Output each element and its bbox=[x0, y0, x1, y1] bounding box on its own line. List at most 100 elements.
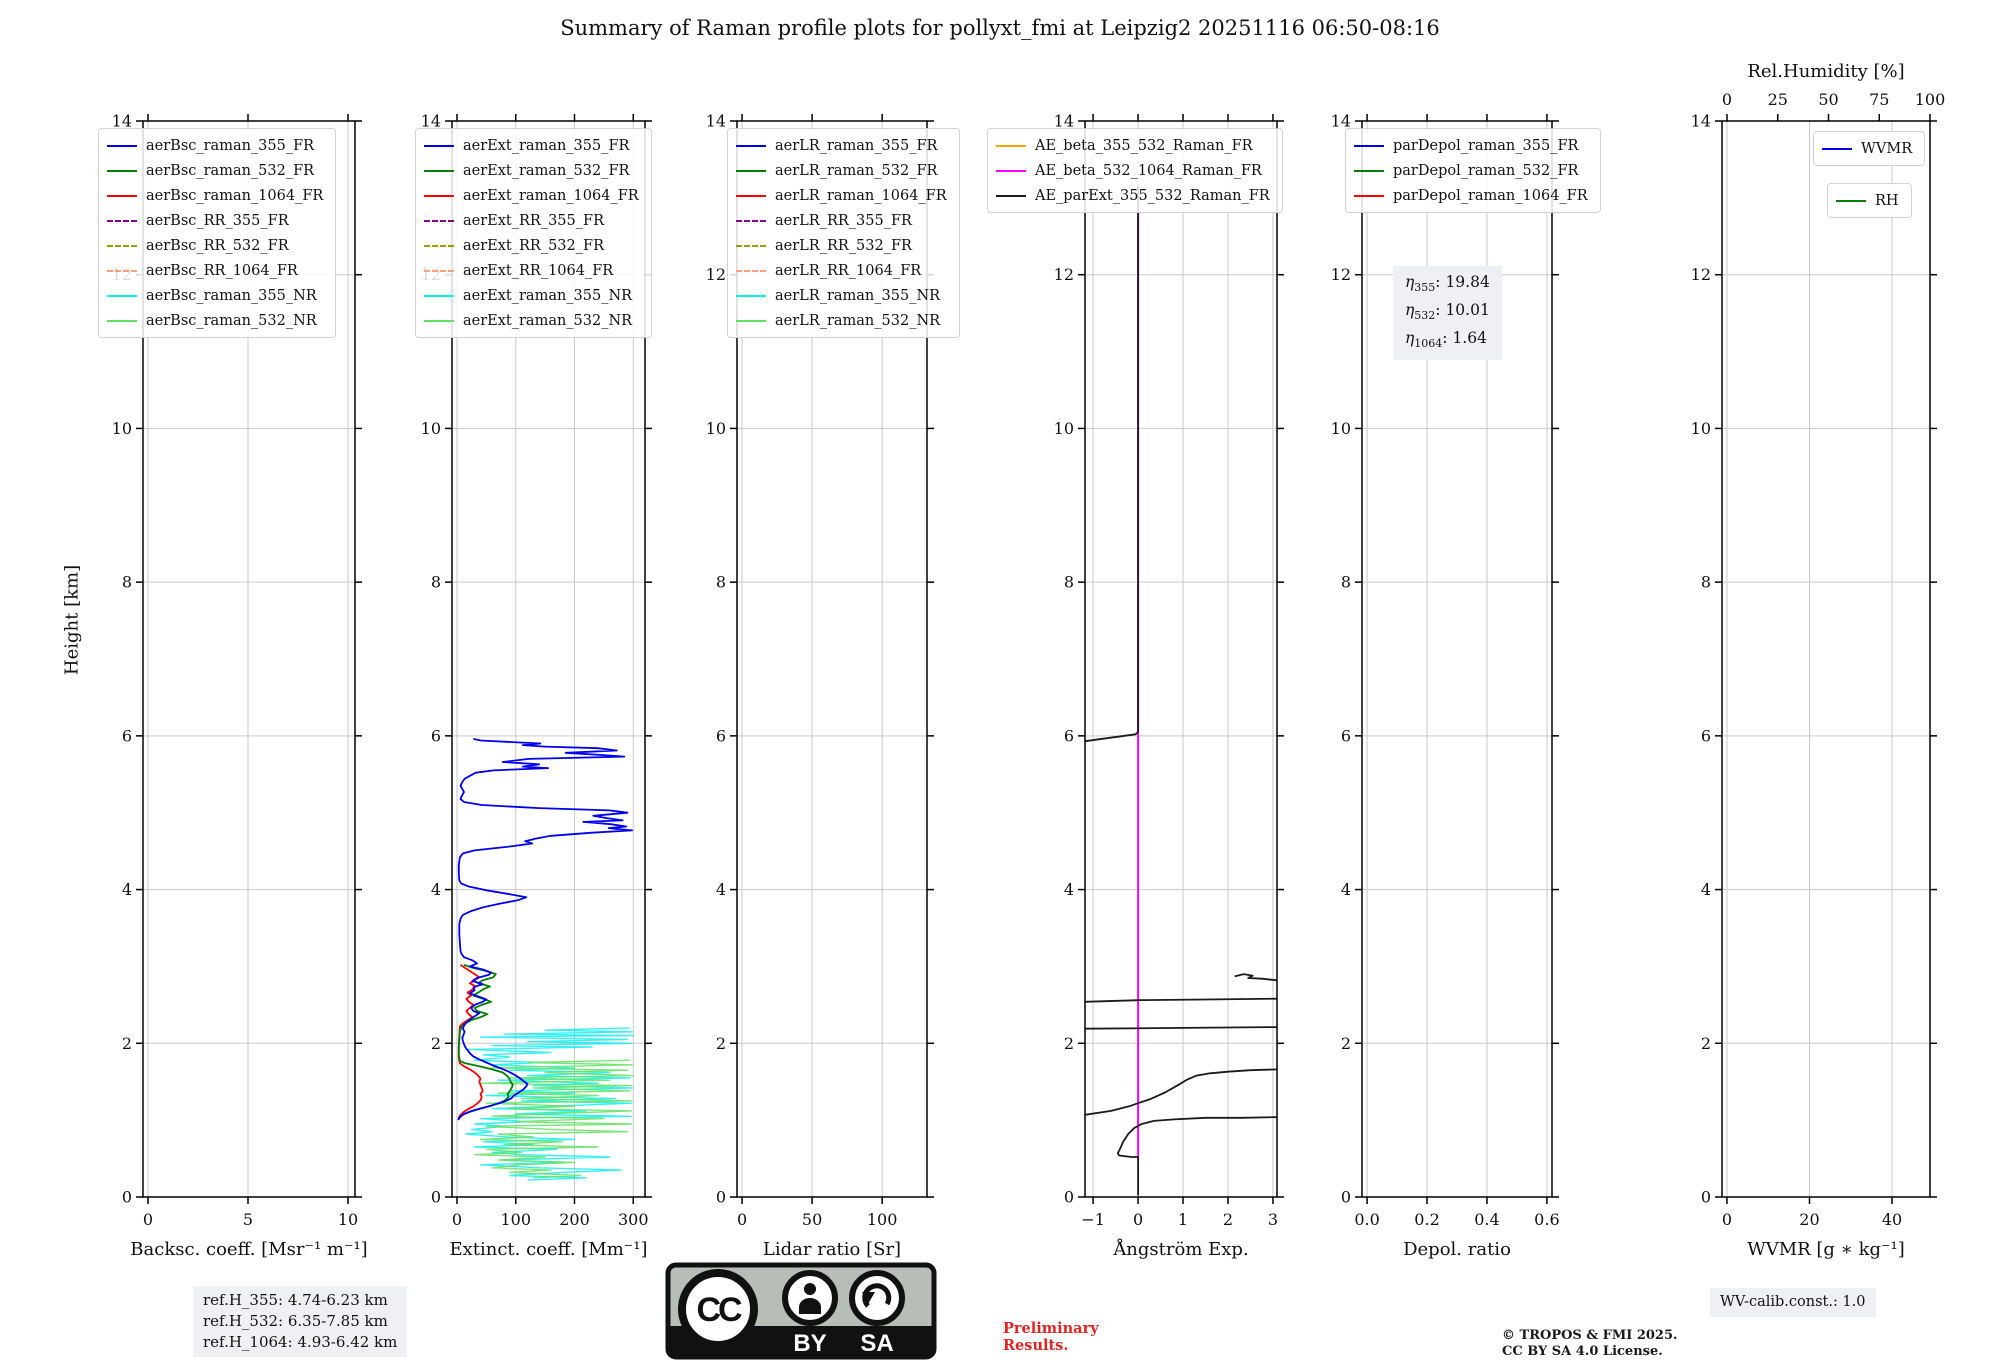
legend-line-sample bbox=[1836, 199, 1866, 202]
legend-item: aerLR_RR_355_FR bbox=[736, 208, 947, 233]
legend-label: aerExt_raman_1064_FR bbox=[463, 187, 639, 204]
series-aerExt_raman_355_FR bbox=[457, 738, 634, 1121]
legend-line-sample bbox=[424, 169, 454, 172]
legend-label: parDepol_raman_532_FR bbox=[1393, 162, 1579, 179]
svg-text:100: 100 bbox=[867, 1210, 898, 1229]
legend-item: AE_parExt_355_532_Raman_FR bbox=[996, 183, 1270, 208]
legend-label: AE_beta_355_532_Raman_FR bbox=[1035, 137, 1253, 154]
legend-line-sample bbox=[1822, 147, 1852, 150]
legend-line-sample bbox=[996, 144, 1026, 147]
legend-label: aerBsc_raman_1064_FR bbox=[146, 187, 324, 204]
plot-ext: 010020030002468101214Extinct. coeff. [Mm… bbox=[421, 112, 652, 1260]
svg-text:200: 200 bbox=[559, 1210, 590, 1229]
legend-item: aerLR_RR_532_FR bbox=[736, 233, 947, 258]
legend-item: parDepol_raman_532_FR bbox=[1354, 158, 1588, 183]
svg-text:10: 10 bbox=[1331, 419, 1351, 438]
svg-text:1: 1 bbox=[1178, 1210, 1188, 1229]
gridlines bbox=[1722, 120, 1930, 1198]
svg-text:2: 2 bbox=[1341, 1034, 1351, 1053]
svg-text:100: 100 bbox=[500, 1210, 531, 1229]
svg-text:0: 0 bbox=[1722, 90, 1732, 109]
svg-text:14: 14 bbox=[1331, 112, 1351, 131]
legend-item: aerBsc_raman_532_FR bbox=[107, 158, 323, 183]
legend-wvmr-2: RH bbox=[1827, 183, 1912, 218]
reference-heights-annotation: ref.H_355: 4.74-6.23 km ref.H_532: 6.35-… bbox=[193, 1286, 408, 1357]
svg-text:6: 6 bbox=[1701, 726, 1711, 745]
series-aerExt_raman_355_NR bbox=[465, 1027, 634, 1181]
legend-item: WVMR bbox=[1822, 136, 1912, 161]
axes-box bbox=[1361, 120, 1553, 1198]
x-axis-label-lr: Lidar ratio [Sr] bbox=[763, 1239, 901, 1260]
svg-text:14: 14 bbox=[1691, 112, 1711, 131]
axes-box bbox=[142, 120, 356, 1198]
legend-ae: AE_beta_355_532_Raman_FR AE_beta_532_1064… bbox=[987, 128, 1283, 213]
legend-item: aerBsc_RR_355_FR bbox=[107, 208, 323, 233]
preliminary-line2: Results. bbox=[1003, 1337, 1069, 1354]
legend-line-sample bbox=[107, 269, 137, 272]
legend-label: WVMR bbox=[1861, 140, 1913, 157]
legend-label: aerLR_raman_1064_FR bbox=[775, 187, 947, 204]
svg-text:300: 300 bbox=[618, 1210, 649, 1229]
tick-labels: 0 20 40 0 2 4 6 8 10 12 14 0 25 50 75 100 bbox=[1691, 90, 1946, 1229]
sa-label: SA bbox=[860, 1330, 893, 1357]
svg-text:0.6: 0.6 bbox=[1534, 1210, 1559, 1229]
svg-text:6: 6 bbox=[1341, 726, 1351, 745]
legend-item: aerBsc_raman_355_NR bbox=[107, 283, 323, 308]
legend-item: aerExt_RR_1064_FR bbox=[424, 258, 639, 283]
legend-item: AE_beta_355_532_Raman_FR bbox=[996, 133, 1270, 158]
legend-label: aerBsc_raman_532_FR bbox=[146, 162, 315, 179]
svg-text:0: 0 bbox=[737, 1210, 747, 1229]
legend-line-sample bbox=[736, 269, 766, 272]
legend-depol: parDepol_raman_355_FR parDepol_raman_532_… bbox=[1345, 128, 1601, 213]
copyright-line2: CC BY SA 4.0 License. bbox=[1502, 1344, 1663, 1359]
svg-text:10: 10 bbox=[706, 419, 726, 438]
svg-text:14: 14 bbox=[112, 112, 132, 131]
legend-label: aerExt_raman_355_NR bbox=[463, 287, 633, 304]
legend-line-sample bbox=[424, 244, 454, 247]
legend-item: aerExt_raman_532_FR bbox=[424, 158, 639, 183]
legend-label: aerExt_raman_355_FR bbox=[463, 137, 630, 154]
svg-text:50: 50 bbox=[802, 1210, 822, 1229]
legend-item: aerBsc_RR_532_FR bbox=[107, 233, 323, 258]
svg-text:2: 2 bbox=[1064, 1034, 1074, 1053]
svg-text:0.4: 0.4 bbox=[1474, 1210, 1499, 1229]
svg-text:0: 0 bbox=[716, 1188, 726, 1207]
series-aerExt_raman_1064_FR bbox=[457, 964, 484, 1120]
legend-label: aerExt_raman_532_NR bbox=[463, 312, 633, 329]
svg-text:5: 5 bbox=[243, 1210, 253, 1229]
legend-label: aerLR_raman_355_NR bbox=[775, 287, 941, 304]
svg-text:0.2: 0.2 bbox=[1414, 1210, 1439, 1229]
svg-text:4: 4 bbox=[1701, 880, 1711, 899]
panel-ae: −1 0 1 2 3 0 2 4 6 8 10 12 14 Ångström Exp. AE_beta_35… bbox=[987, 112, 1284, 1260]
sa-arrow-head-icon bbox=[862, 1292, 875, 1304]
legend-label: aerBsc_RR_532_FR bbox=[146, 237, 289, 254]
copyright-note: © TROPOS & FMI 2025. CC BY SA 4.0 Licens… bbox=[1502, 1328, 1678, 1360]
svg-text:100: 100 bbox=[1915, 90, 1946, 109]
legend-line-sample bbox=[107, 169, 137, 172]
legend-item: aerBsc_raman_1064_FR bbox=[107, 183, 323, 208]
axes-box bbox=[736, 120, 928, 1198]
x-axis-label-backsc: Backsc. coeff. [Msr⁻¹ m⁻¹] bbox=[130, 1239, 367, 1260]
axes-box bbox=[1721, 120, 1931, 1198]
cc-circle-icon bbox=[678, 1269, 758, 1349]
svg-text:4: 4 bbox=[716, 880, 726, 899]
svg-text:6: 6 bbox=[431, 726, 441, 745]
eta-line-355: η355: 19.84 bbox=[1405, 273, 1490, 295]
legend-label: aerLR_RR_1064_FR bbox=[775, 262, 922, 279]
svg-text:14: 14 bbox=[1054, 112, 1074, 131]
plot-wvmr: 0 20 40 0 2 4 6 8 10 12 14 0 25 50 75 100 Rel.Humidity [… bbox=[1691, 61, 1946, 1260]
svg-text:−1: −1 bbox=[1081, 1210, 1105, 1229]
legend-label: parDepol_raman_1064_FR bbox=[1393, 187, 1588, 204]
preliminary-line1: Preliminary bbox=[1003, 1320, 1099, 1337]
legend-line-sample bbox=[107, 194, 137, 197]
legend-label: aerLR_RR_355_FR bbox=[775, 212, 912, 229]
series-aerExt_raman_532_NR bbox=[473, 1059, 634, 1179]
legend-item: aerExt_RR_355_FR bbox=[424, 208, 639, 233]
person-body-icon bbox=[799, 1298, 821, 1314]
svg-text:40: 40 bbox=[1882, 1210, 1902, 1229]
eta-line-532: η532: 10.01 bbox=[1405, 301, 1490, 323]
legend-line-sample bbox=[107, 294, 137, 297]
axes-box bbox=[1084, 120, 1278, 1198]
